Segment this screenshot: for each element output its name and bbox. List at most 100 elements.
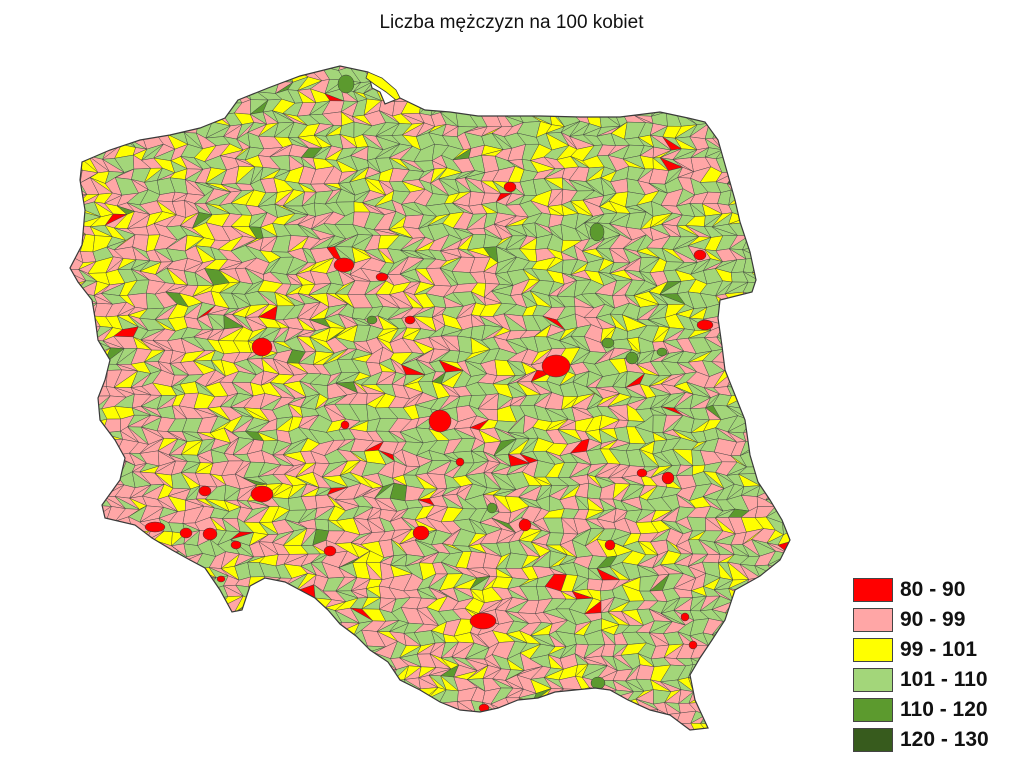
district [504,100,525,117]
district [88,46,111,59]
district [222,632,242,646]
district [70,328,88,343]
district [607,78,631,89]
district [75,124,97,137]
district [757,42,777,57]
district [754,382,777,394]
district [752,169,776,184]
district [70,89,84,105]
district [155,122,174,134]
district [738,370,758,389]
district [744,222,761,236]
district [257,642,281,660]
district [93,630,112,648]
district [50,269,69,285]
district [70,463,72,475]
district [636,76,660,93]
district [139,113,165,127]
district [220,66,239,70]
district [178,66,205,70]
district [70,600,84,613]
district [789,426,790,442]
district [776,316,790,329]
district [93,360,109,372]
district [581,690,607,703]
district [140,66,160,71]
district [782,629,790,649]
district [289,49,306,57]
district [66,43,81,57]
district [412,66,437,72]
district [206,690,228,704]
district [598,77,615,95]
district [796,375,813,388]
district [791,216,812,228]
district [763,302,786,318]
district [76,585,101,597]
district [377,692,399,701]
district [730,624,749,637]
district [519,77,543,93]
district [70,114,89,125]
district [767,66,787,68]
district [140,634,166,649]
district [795,238,812,250]
district [157,698,178,714]
district [457,335,473,354]
district [70,347,82,364]
district [245,630,265,645]
district [769,352,784,366]
district [269,688,294,705]
district [794,624,812,636]
district [179,66,205,68]
district [206,607,232,621]
district [133,596,152,611]
district [312,629,331,644]
district [454,45,473,56]
district [778,261,790,273]
district [245,630,265,645]
district [520,66,542,80]
district [70,666,72,678]
district [778,158,790,170]
district [756,144,777,161]
district [417,87,436,100]
district [764,302,786,317]
district [742,398,760,409]
district [115,642,137,658]
district [133,610,153,625]
district [742,42,762,60]
district [140,66,166,83]
district [87,431,109,443]
district [757,596,776,609]
district [765,619,788,637]
district [711,634,734,648]
district [70,257,74,273]
district [751,415,773,431]
district [770,358,787,375]
district [115,530,134,543]
district [598,98,622,112]
district [660,76,683,90]
district [70,689,86,700]
district [679,66,698,78]
district [78,461,97,477]
district [713,658,737,669]
district [776,315,790,332]
district [211,664,232,683]
district [70,76,71,91]
district [718,316,733,329]
district [88,575,111,586]
district [779,471,790,490]
district [133,596,152,611]
district [75,701,97,714]
district [362,66,384,70]
district [275,652,290,669]
district [283,608,305,626]
district [757,135,777,146]
district [168,620,187,634]
district [796,522,815,533]
district [718,303,738,317]
district [776,122,790,135]
district [78,505,100,523]
